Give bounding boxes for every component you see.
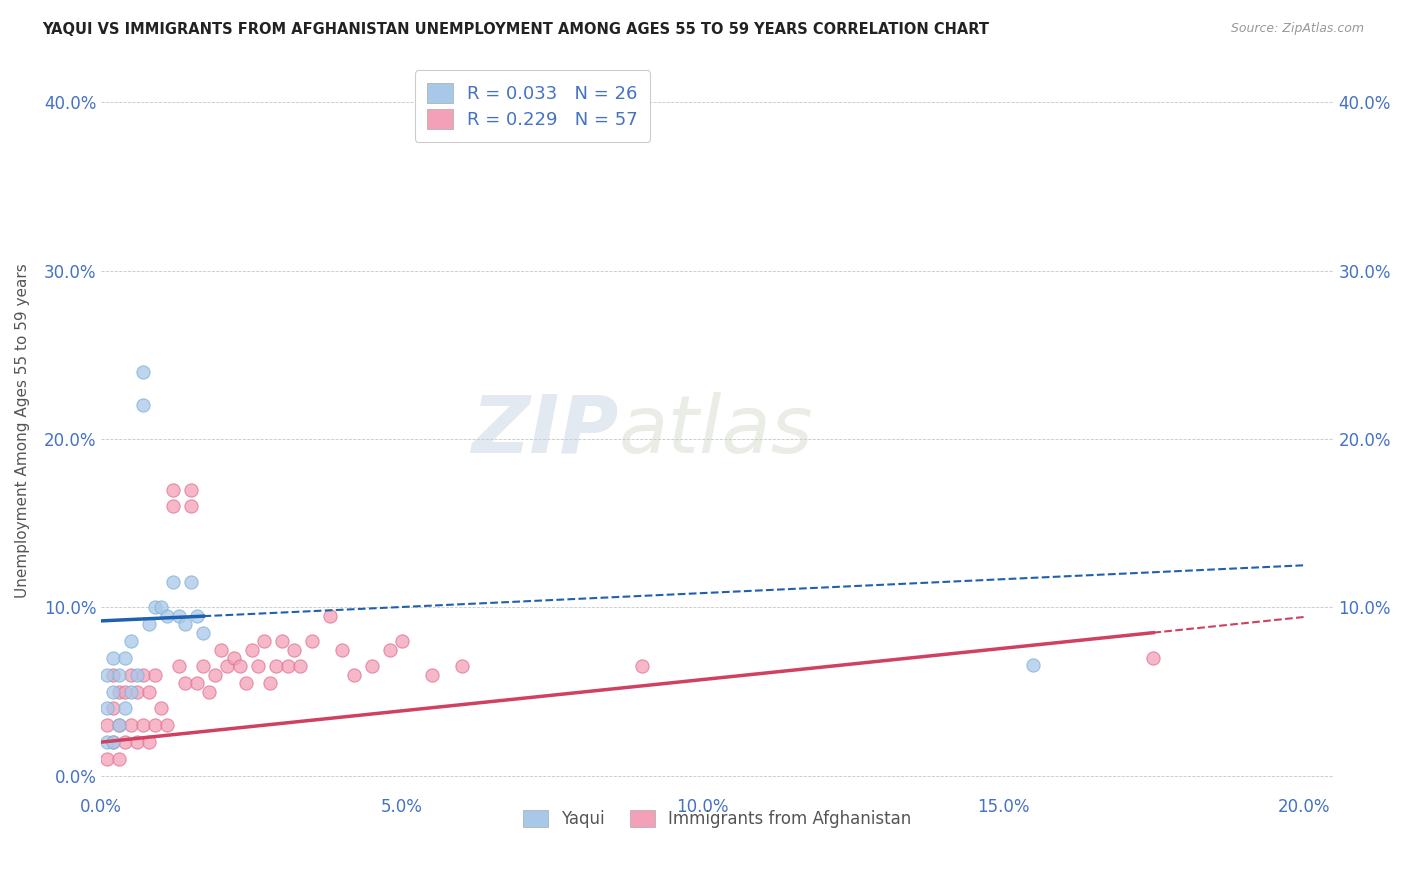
Point: [277, 659, 299, 673]
Point: [108, 684, 131, 698]
Point: [108, 718, 131, 732]
Point: [391, 634, 413, 648]
Point: [301, 634, 323, 648]
Point: [132, 667, 155, 681]
Point: [420, 667, 443, 681]
Point: [318, 608, 340, 623]
Point: [120, 718, 142, 732]
Point: [343, 667, 366, 681]
Point: [156, 718, 179, 732]
Point: [270, 634, 292, 648]
Point: [174, 676, 197, 690]
Point: [162, 483, 184, 497]
Point: [114, 684, 136, 698]
Point: [330, 642, 353, 657]
Point: [96, 735, 118, 749]
Point: [120, 634, 142, 648]
Point: [114, 735, 136, 749]
Point: [150, 600, 173, 615]
Point: [169, 659, 191, 673]
Point: [143, 718, 166, 732]
Point: [150, 701, 173, 715]
Point: [252, 634, 274, 648]
Point: [264, 659, 287, 673]
Point: [222, 651, 245, 665]
Point: [132, 365, 155, 379]
Point: [360, 659, 382, 673]
Point: [162, 575, 184, 590]
Point: [198, 684, 221, 698]
Point: [162, 500, 184, 514]
Point: [103, 735, 125, 749]
Point: [127, 667, 149, 681]
Point: [1022, 657, 1045, 672]
Point: [96, 701, 118, 715]
Point: [96, 752, 118, 766]
Point: [193, 625, 215, 640]
Point: [132, 718, 155, 732]
Point: [180, 575, 202, 590]
Legend: Yaqui, Immigrants from Afghanistan: Yaqui, Immigrants from Afghanistan: [516, 804, 918, 835]
Y-axis label: Unemployment Among Ages 55 to 59 years: Unemployment Among Ages 55 to 59 years: [15, 263, 30, 598]
Point: [138, 684, 160, 698]
Point: [211, 642, 233, 657]
Point: [114, 701, 136, 715]
Point: [240, 642, 263, 657]
Point: [108, 752, 131, 766]
Point: [143, 600, 166, 615]
Point: [217, 659, 239, 673]
Point: [132, 398, 155, 412]
Point: [138, 735, 160, 749]
Point: [103, 701, 125, 715]
Point: [108, 718, 131, 732]
Point: [138, 617, 160, 632]
Point: [156, 608, 179, 623]
Point: [259, 676, 281, 690]
Point: [204, 667, 226, 681]
Text: ZIP: ZIP: [471, 392, 619, 469]
Point: [103, 651, 125, 665]
Text: Source: ZipAtlas.com: Source: ZipAtlas.com: [1230, 22, 1364, 36]
Point: [228, 659, 250, 673]
Point: [174, 617, 197, 632]
Point: [103, 667, 125, 681]
Point: [235, 676, 257, 690]
Text: atlas: atlas: [619, 392, 814, 469]
Point: [1142, 651, 1164, 665]
Point: [114, 651, 136, 665]
Point: [120, 684, 142, 698]
Point: [180, 500, 202, 514]
Point: [96, 718, 118, 732]
Point: [180, 483, 202, 497]
Point: [193, 659, 215, 673]
Point: [120, 667, 142, 681]
Point: [96, 667, 118, 681]
Point: [283, 642, 305, 657]
Point: [378, 642, 401, 657]
Point: [103, 684, 125, 698]
Text: YAQUI VS IMMIGRANTS FROM AFGHANISTAN UNEMPLOYMENT AMONG AGES 55 TO 59 YEARS CORR: YAQUI VS IMMIGRANTS FROM AFGHANISTAN UNE…: [42, 22, 990, 37]
Point: [143, 667, 166, 681]
Point: [186, 676, 208, 690]
Point: [127, 735, 149, 749]
Point: [103, 735, 125, 749]
Point: [451, 659, 474, 673]
Point: [631, 659, 654, 673]
Point: [246, 659, 269, 673]
Point: [169, 608, 191, 623]
Point: [186, 608, 208, 623]
Point: [127, 684, 149, 698]
Point: [288, 659, 311, 673]
Point: [108, 667, 131, 681]
